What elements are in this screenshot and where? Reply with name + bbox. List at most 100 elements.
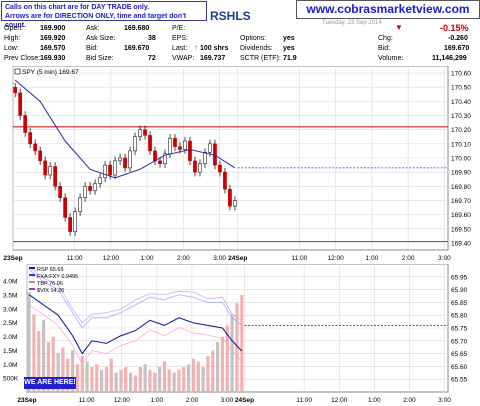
low-label: Low:: [4, 45, 19, 52]
candle: [178, 146, 182, 150]
bid2-value: 169.670: [444, 45, 470, 52]
candle: [168, 137, 172, 155]
change-percent: -0.15%: [440, 23, 469, 33]
candle: [208, 143, 212, 153]
prev-close-label: Prev Close:: [4, 55, 41, 62]
price-x-tick: 3:00: [438, 255, 451, 262]
prev-close-value: 169.930: [40, 55, 66, 62]
price-y-tick: 169.50: [451, 226, 471, 233]
candle: [23, 115, 28, 133]
indicator-x-tick: 1:00: [368, 397, 381, 404]
price-x-tick: 2:00: [402, 255, 415, 262]
candle: [203, 152, 207, 164]
vix-line: [28, 266, 243, 324]
bid2-label: Bid:: [378, 45, 391, 52]
volume-y-tick: 2.5M: [3, 320, 17, 327]
indicator-y-tick: 65.55: [451, 377, 468, 384]
candle: [103, 164, 107, 179]
volume-bar: [32, 314, 36, 392]
indicator-x-tick: 12:00: [114, 397, 131, 404]
spy-legend-swatch: [14, 68, 21, 75]
volume-bar: [172, 372, 176, 392]
indicator-x-tick: 3:00: [221, 397, 234, 404]
volume-bar: [90, 367, 94, 392]
indicator-y-tick: 65.70: [451, 338, 468, 345]
indicator-legend-swatch: [29, 267, 35, 269]
candle: [193, 160, 197, 173]
volume-bar: [162, 361, 167, 392]
indicator-y-tick: 65.85: [451, 300, 468, 307]
price-x-tick: 24Sep: [228, 255, 247, 262]
website-banner[interactable]: www.cobrasmarketview.com: [296, 0, 480, 19]
volume-bar: [196, 361, 200, 392]
indicator-x-tick: 2:00: [186, 397, 199, 404]
price-x-tick: 3:00: [213, 255, 226, 262]
sctr-value: 71.9: [283, 55, 297, 62]
price-x-tick: 1:00: [366, 255, 379, 262]
ask-size-label: Ask Size:: [86, 35, 116, 42]
open-value: 169.900: [40, 25, 66, 32]
we-are-here-badge: WE ARE HERE!: [24, 377, 76, 389]
price-y-tick: 170.30: [451, 113, 471, 120]
price-x-tick: 12:00: [327, 255, 344, 262]
open-label: Open:: [4, 25, 24, 32]
candle: [18, 92, 23, 116]
sctr-label: SCTR (ETF):: [240, 55, 281, 62]
price-y-tick: 169.60: [451, 212, 471, 219]
indicator-legend-label: RSP 65.65: [37, 267, 64, 273]
indicator-legend-label: FXA:FXY 0.9495: [37, 274, 78, 280]
ask-label: Ask:: [86, 25, 100, 32]
indicator-x-tick: 2:00: [403, 397, 416, 404]
price-x-tick: 11:00: [67, 255, 83, 262]
candle: [13, 86, 18, 94]
bid-size-label: Bid Size:: [86, 55, 114, 62]
candle: [83, 186, 87, 198]
volume-bar: [220, 336, 225, 392]
volume-y-tick: 4.0M: [3, 279, 17, 286]
website-link[interactable]: www.cobrasmarketview.com: [306, 2, 470, 16]
price-y-tick: 170.50: [451, 85, 471, 92]
volume-bar: [240, 294, 244, 392]
volume-value: 11,146,299: [432, 55, 467, 62]
indicator-legend-label: TBP 76.06: [37, 281, 63, 287]
eps-label: EPS:: [172, 35, 188, 42]
volume-bar: [230, 314, 234, 392]
volume-bar: [143, 364, 147, 392]
candle: [133, 136, 137, 152]
symbol-title-partial: RSHLS: [210, 9, 251, 23]
candle: [138, 129, 142, 138]
high-value: 169.920: [40, 35, 66, 42]
candle: [53, 166, 57, 187]
volume-bar: [119, 369, 123, 392]
indicator-x-tick: 11:00: [79, 397, 95, 404]
bid-label: Bid:: [86, 45, 99, 52]
spy-legend-label: SPY (5 min) 169.67: [22, 69, 79, 76]
volume-y-tick: 2.0M: [3, 334, 17, 341]
indicator-legend-swatch: [29, 281, 35, 283]
indicator-x-tick: 11:00: [296, 397, 312, 404]
disclaimer-line-1: Calls on this chart are for DAY TRADE on…: [5, 4, 150, 11]
quote-header: Calls on this chart are for DAY TRADE on…: [0, 0, 480, 66]
candle: [93, 183, 97, 191]
options-value: yes: [283, 35, 295, 42]
candle: [68, 217, 72, 232]
vwap-label: VWAP:: [172, 55, 195, 62]
candle: [113, 160, 117, 176]
indicator-x-tick: 1:00: [150, 397, 163, 404]
volume-bar: [225, 325, 229, 392]
volume-bar: [80, 355, 84, 392]
indicator-chart: 65.95 65.90 65.85 65.80 65.75 65.70 65.65 65.60…: [3, 264, 468, 404]
indicator-x-tick: 23Sep: [17, 397, 36, 404]
volume-bar: [56, 353, 60, 392]
low-value: 169.570: [40, 45, 66, 52]
high-label: High:: [4, 35, 21, 42]
volume-bar: [109, 358, 113, 392]
volume-bar: [177, 369, 181, 392]
price-y-tick: 170.20: [451, 127, 471, 134]
volume-bar: [61, 347, 65, 392]
chg-value: -0.260: [448, 35, 468, 42]
rsp-line: [28, 294, 243, 355]
price-y-tick: 169.90: [451, 170, 471, 177]
price-y-tick: 170.60: [451, 71, 471, 78]
volume-y-tick: 3.5M: [3, 292, 17, 299]
